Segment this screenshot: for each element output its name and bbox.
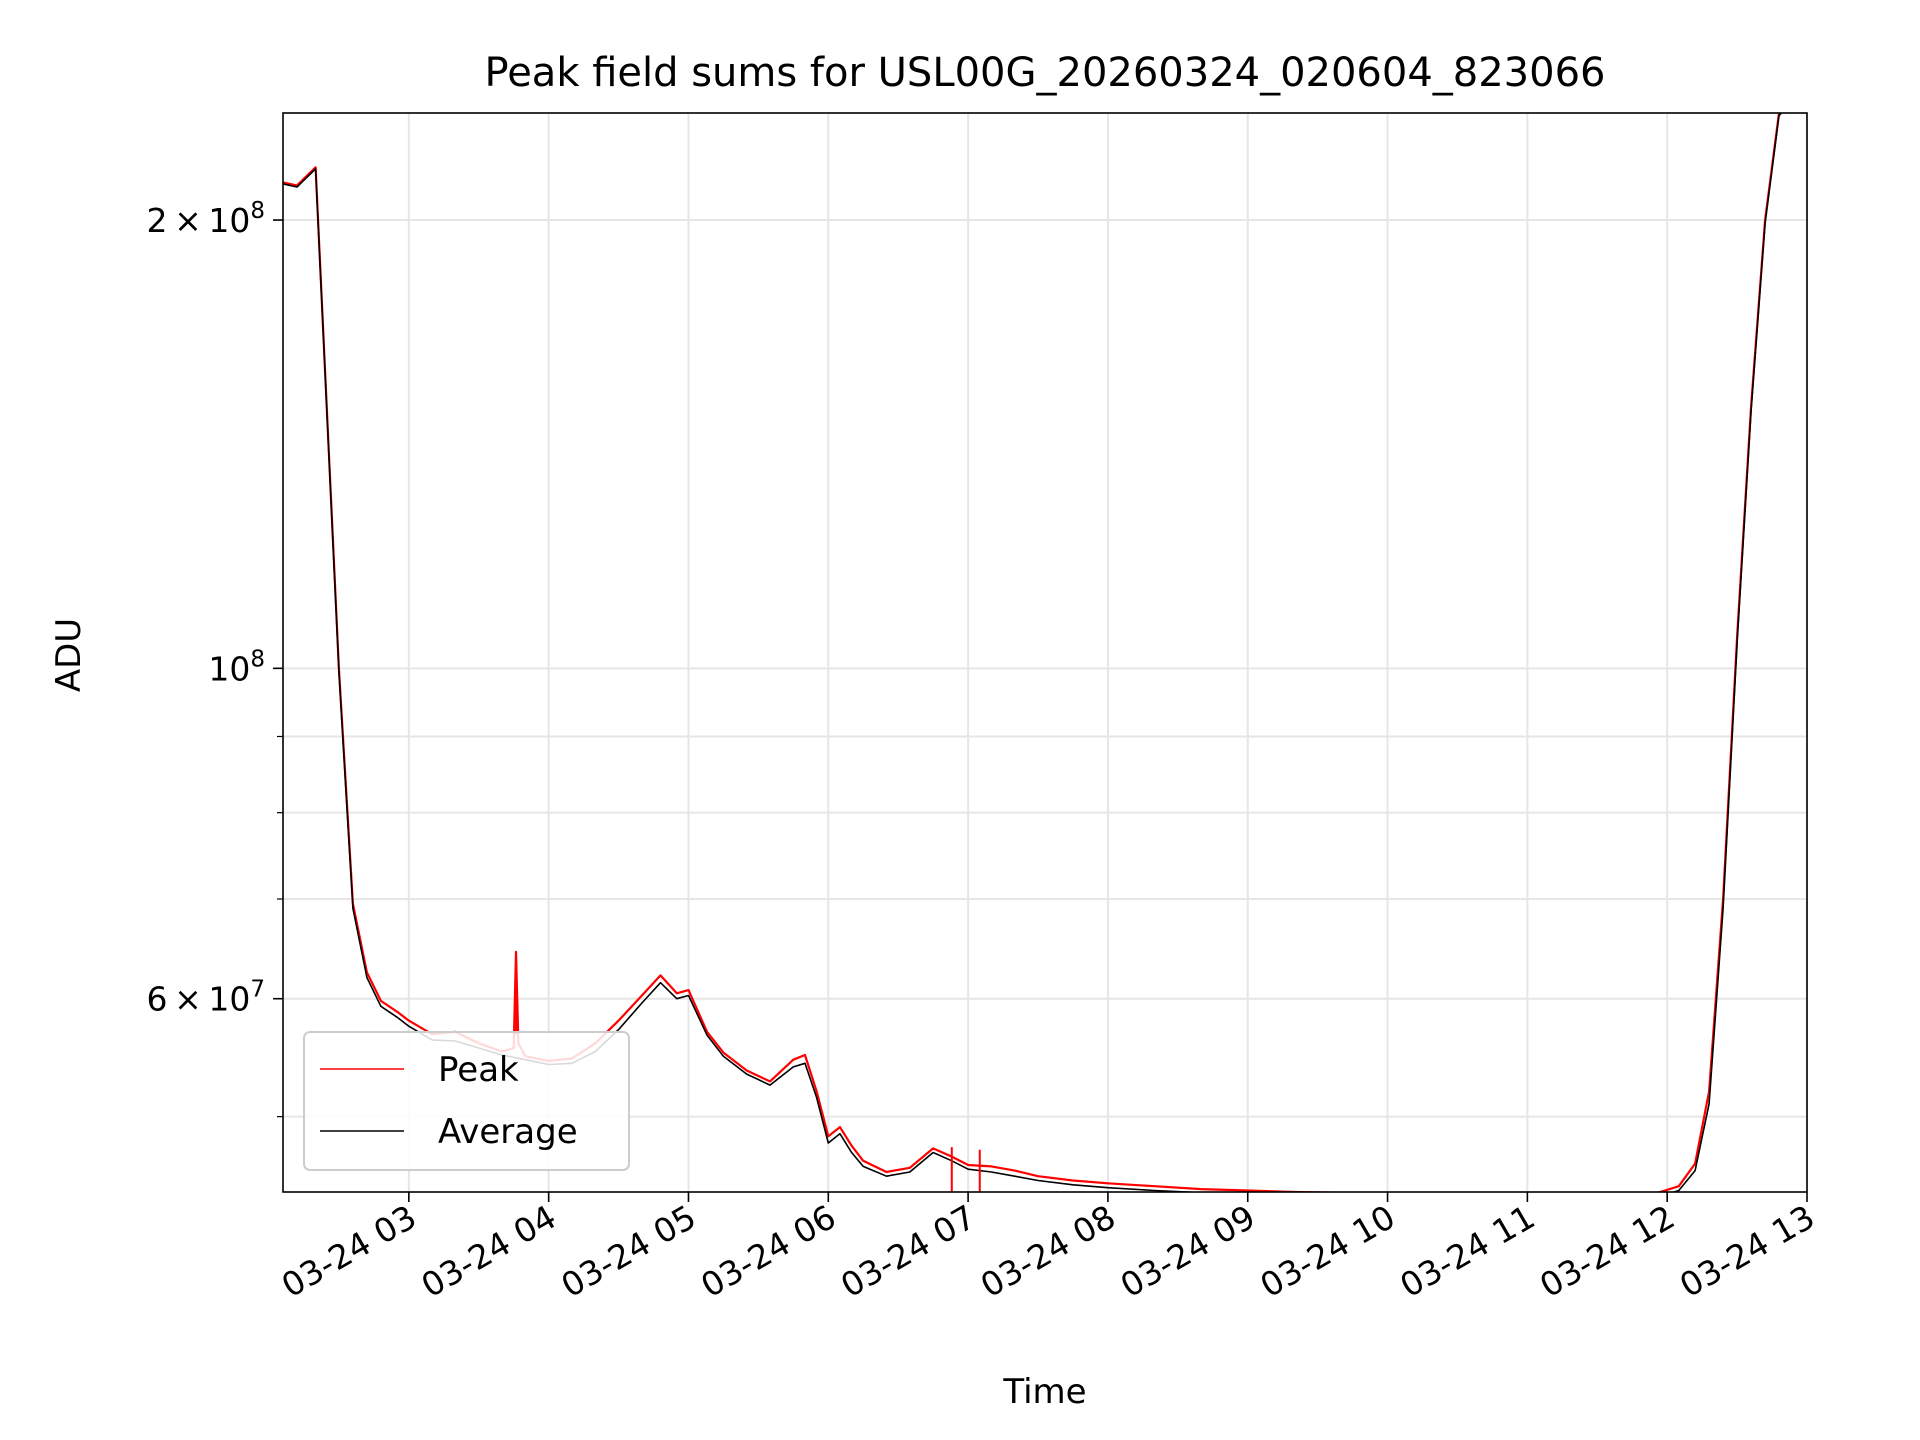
legend-peak-label: Peak [438, 1050, 519, 1090]
x-axis-label: Time [1002, 1372, 1086, 1412]
y-axis-label: ADU [49, 618, 89, 692]
axes-frame [282, 112, 1808, 1193]
legend-average-label: Average [438, 1112, 578, 1152]
chart-title: Peak field sums for USL00G_20260324_0206… [485, 50, 1606, 96]
y-tick-label: 2 × 108 [147, 198, 265, 240]
legend: Peak Average [303, 1031, 630, 1171]
y-tick-label: 108 [208, 646, 265, 688]
y-tick-label: 6 × 107 [147, 977, 265, 1019]
legend-box [303, 1031, 630, 1171]
